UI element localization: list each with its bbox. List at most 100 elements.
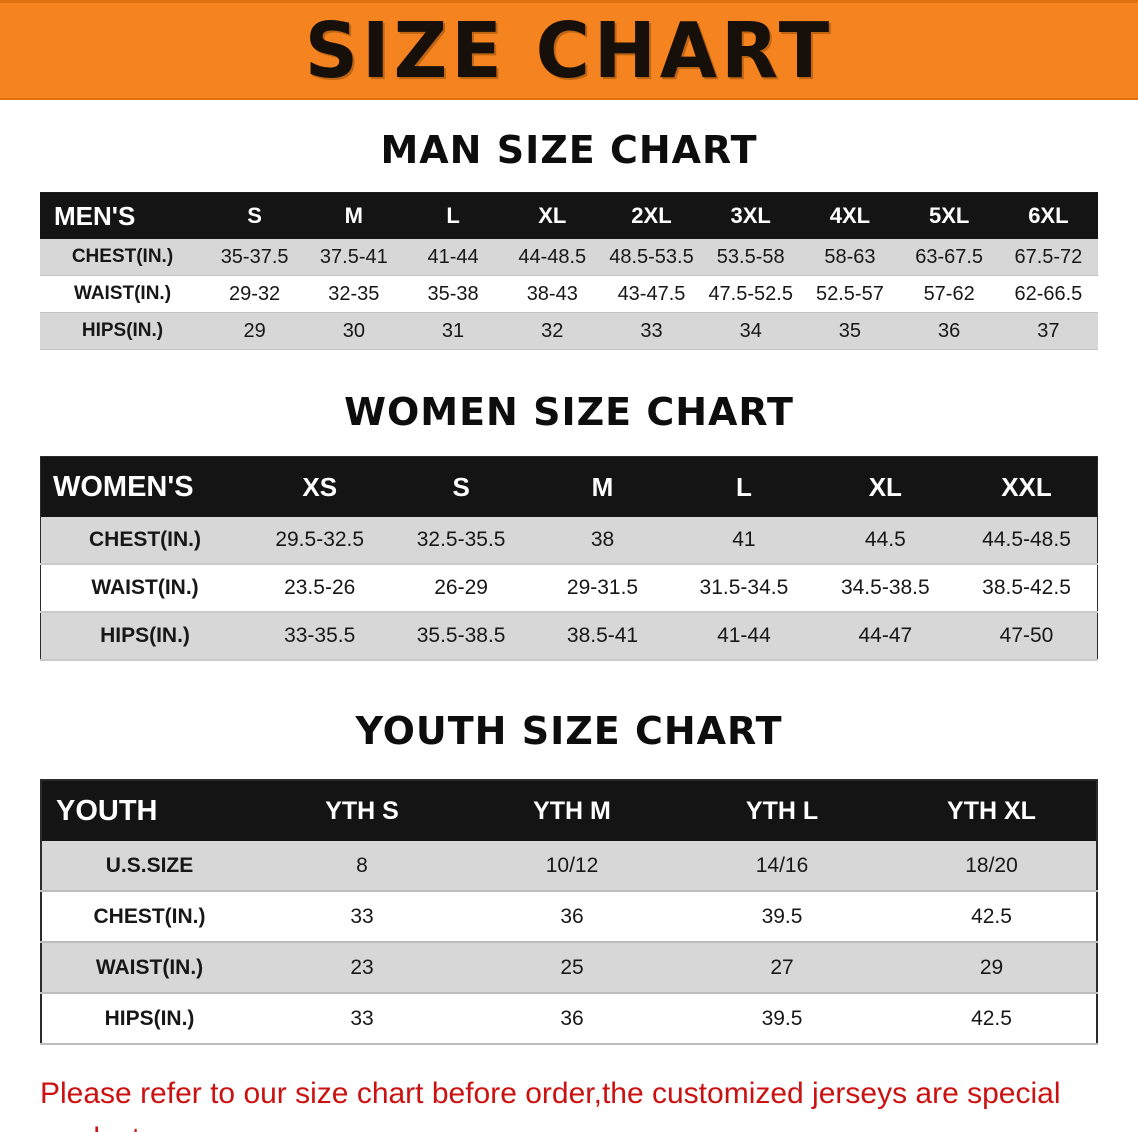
- size-value-cell: 33: [257, 993, 467, 1045]
- size-value-cell: 48.5-53.5: [601, 239, 702, 276]
- size-column-header: 6XL: [998, 192, 1098, 239]
- man-size-chart-heading: MAN SIZE CHART: [380, 128, 758, 172]
- size-column-header: YTH L: [677, 780, 887, 841]
- size-value-cell: 39.5: [677, 993, 887, 1045]
- size-value-cell: 42.5: [887, 993, 1097, 1045]
- size-value-cell: 35: [800, 312, 900, 350]
- size-value-cell: 29.5-32.5: [249, 517, 391, 565]
- size-value-cell: 44-48.5: [502, 239, 602, 276]
- size-value-cell: 47.5-52.5: [701, 275, 801, 313]
- size-value-cell: 14/16: [677, 841, 887, 892]
- size-column-header: 4XL: [800, 192, 900, 239]
- row-label: WAIST(IN.): [40, 275, 205, 313]
- size-value-cell: 67.5-72: [998, 239, 1098, 276]
- size-value-cell: 41: [673, 517, 815, 565]
- size-value-cell: 35-37.5: [205, 239, 305, 276]
- table-row: HIPS(IN.) 29 30 31 32 33 34 35 36 37: [40, 312, 1098, 350]
- size-value-cell: 42.5: [887, 891, 1097, 943]
- size-value-cell: 44-47: [814, 612, 957, 661]
- size-value-cell: 38.5-42.5: [956, 564, 1098, 613]
- size-value-cell: 37.5-41: [304, 239, 404, 276]
- row-label: U.S.SIZE: [41, 841, 257, 892]
- women-size-chart-heading: WOMEN SIZE CHART: [344, 390, 794, 434]
- size-value-cell: 31.5-34.5: [673, 564, 815, 613]
- row-label: WAIST(IN.): [41, 942, 257, 994]
- size-value-cell: 52.5-57: [800, 275, 900, 313]
- size-column-header: XS: [249, 456, 391, 517]
- size-column-header: S: [205, 192, 305, 239]
- women-size-table: WOMEN'S XS S M L XL XXL CHEST(IN.) 29.5-32.5 32.5…: [40, 456, 1098, 661]
- size-value-cell: 58-63: [800, 239, 900, 276]
- table-header-row: MEN'S S M L XL 2XL 3XL 4XL 5XL 6XL: [40, 192, 1098, 239]
- table-row: HIPS(IN.) 33 36 39.5 42.5: [41, 993, 1097, 1045]
- row-label: WAIST(IN.): [40, 564, 249, 613]
- size-chart-banner: SIZE CHART: [0, 0, 1138, 100]
- size-column-header: XL: [502, 192, 602, 239]
- size-column-header: S: [390, 456, 532, 517]
- row-label: HIPS(IN.): [40, 612, 249, 661]
- size-column-header: YTH M: [467, 780, 677, 841]
- table-header-row: YOUTH YTH S YTH M YTH L YTH XL: [41, 780, 1097, 841]
- youth-size-chart-heading: YOUTH SIZE CHART: [355, 709, 783, 753]
- size-value-cell: 57-62: [899, 275, 999, 313]
- size-value-cell: 36: [899, 312, 999, 350]
- size-value-cell: 36: [467, 993, 677, 1045]
- table-row: U.S.SIZE 8 10/12 14/16 18/20: [41, 841, 1097, 892]
- size-value-cell: 37: [998, 312, 1098, 350]
- size-column-header: 5XL: [899, 192, 999, 239]
- size-value-cell: 47-50: [956, 612, 1098, 661]
- size-value-cell: 32-35: [304, 275, 404, 313]
- size-value-cell: 36: [467, 891, 677, 943]
- size-column-header: 3XL: [701, 192, 801, 239]
- table-row: WAIST(IN.) 23 25 27 29: [41, 942, 1097, 994]
- size-value-cell: 44.5-48.5: [956, 517, 1098, 565]
- size-value-cell: 29-32: [205, 275, 305, 313]
- size-value-cell: 32: [502, 312, 602, 350]
- size-value-cell: 18/20: [887, 841, 1097, 892]
- size-value-cell: 33: [257, 891, 467, 943]
- table-row: WAIST(IN.) 23.5-26 26-29 29-31.5 31.5-34.5 34…: [40, 564, 1098, 613]
- size-value-cell: 53.5-58: [701, 239, 801, 276]
- size-value-cell: 43-47.5: [601, 275, 702, 313]
- size-value-cell: 34: [701, 312, 801, 350]
- table-row: CHEST(IN.) 33 36 39.5 42.5: [41, 891, 1097, 943]
- size-value-cell: 29: [205, 312, 305, 350]
- size-column-header: YTH XL: [887, 780, 1097, 841]
- size-value-cell: 62-66.5: [998, 275, 1098, 313]
- size-value-cell: 39.5: [677, 891, 887, 943]
- size-value-cell: 41-44: [403, 239, 503, 276]
- size-value-cell: 35.5-38.5: [390, 612, 532, 661]
- order-disclaimer-note: Please refer to our size chart before or…: [40, 1071, 1102, 1132]
- size-value-cell: 35-38: [403, 275, 503, 313]
- size-value-cell: 23.5-26: [249, 564, 391, 613]
- size-value-cell: 33-35.5: [249, 612, 391, 661]
- size-value-cell: 8: [257, 841, 467, 892]
- size-column-header: L: [673, 456, 815, 517]
- size-value-cell: 34.5-38.5: [814, 564, 957, 613]
- size-value-cell: 41-44: [673, 612, 815, 661]
- size-value-cell: 44.5: [814, 517, 957, 565]
- size-value-cell: 33: [601, 312, 702, 350]
- size-value-cell: 26-29: [390, 564, 532, 613]
- size-value-cell: 29: [887, 942, 1097, 994]
- table-row: CHEST(IN.) 35-37.5 37.5-41 41-44 44-48.5 48.5…: [40, 239, 1098, 276]
- size-value-cell: 63-67.5: [899, 239, 999, 276]
- size-column-header: XXL: [956, 456, 1098, 517]
- size-value-cell: 30: [304, 312, 404, 350]
- youth-size-table: YOUTH YTH S YTH M YTH L YTH XL U.S.SIZE 8 10/12…: [40, 779, 1098, 1045]
- table-title-cell: MEN'S: [40, 192, 205, 239]
- size-value-cell: 32.5-35.5: [390, 517, 532, 565]
- size-value-cell: 38-43: [502, 275, 602, 313]
- row-label: CHEST(IN.): [40, 517, 249, 565]
- size-value-cell: 10/12: [467, 841, 677, 892]
- size-value-cell: 38: [531, 517, 674, 565]
- table-title-cell: WOMEN'S: [40, 456, 249, 517]
- size-column-header: 2XL: [601, 192, 702, 239]
- size-value-cell: 38.5-41: [531, 612, 674, 661]
- row-label: HIPS(IN.): [41, 993, 257, 1045]
- table-row: WAIST(IN.) 29-32 32-35 35-38 38-43 43-47.5 47.…: [40, 275, 1098, 313]
- size-column-header: L: [403, 192, 503, 239]
- men-size-table: MEN'S S M L XL 2XL 3XL 4XL 5XL 6XL CHEST(IN.) 35-37…: [40, 192, 1098, 350]
- size-column-header: XL: [814, 456, 957, 517]
- table-row: CHEST(IN.) 29.5-32.5 32.5-35.5 38 41 44.5 44.5…: [40, 517, 1098, 565]
